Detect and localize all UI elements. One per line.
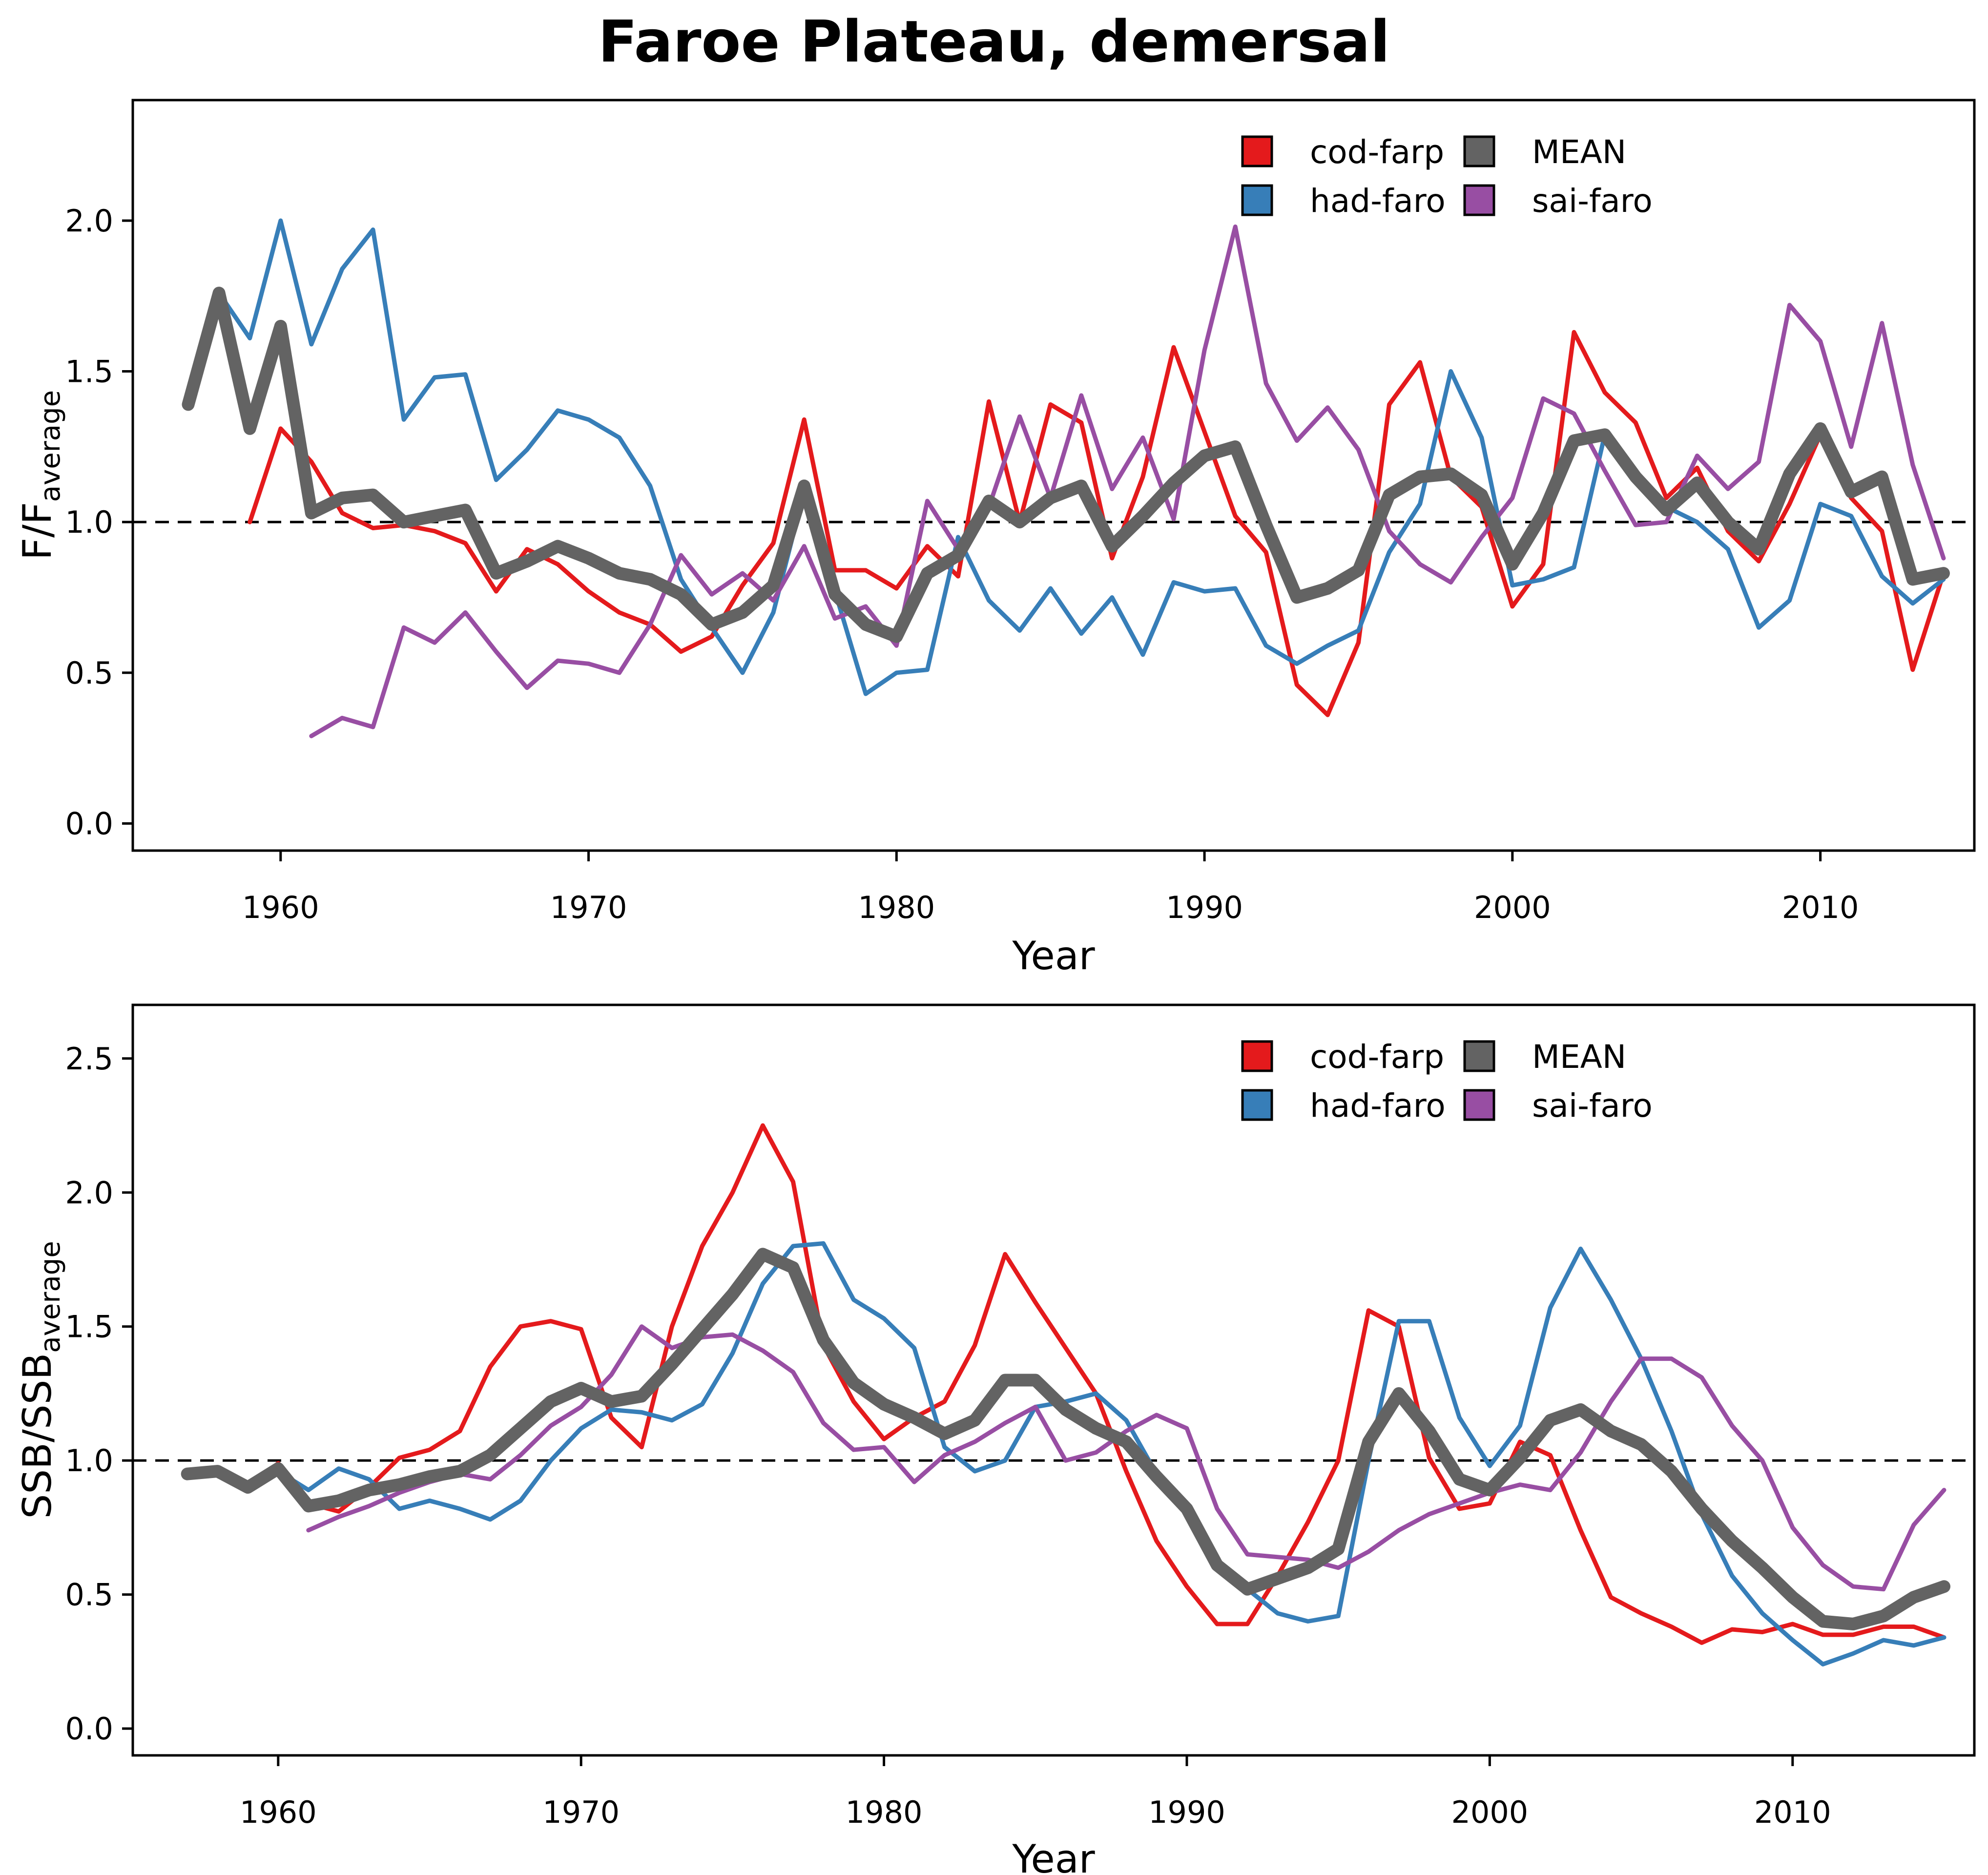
legend-label-sai-faro: sai-faro bbox=[1532, 182, 1653, 220]
x-tick-label: 1970 bbox=[550, 890, 627, 925]
legend-label-sai-faro: sai-faro bbox=[1532, 1087, 1653, 1125]
legend-label-cod-farp: cod-farp bbox=[1310, 133, 1444, 171]
x-tick-label: 2010 bbox=[1754, 1794, 1831, 1830]
y-tick-label: 2.0 bbox=[65, 1175, 113, 1210]
series-line-had-faro bbox=[186, 218, 1946, 696]
x-tick-label: 1990 bbox=[1166, 890, 1243, 925]
y-tick-label: 0.0 bbox=[65, 1711, 113, 1747]
y-tick-label: 1.0 bbox=[65, 1443, 113, 1479]
f-panel: 0.0 0.5 1.0 1.5 2.0 1960 1970 1980 1990 2000 2010 Y… bbox=[15, 99, 1976, 979]
y-tick-label: 1.0 bbox=[65, 504, 113, 540]
y-tick-label: 0.5 bbox=[65, 655, 113, 691]
x-tick-label: 2000 bbox=[1451, 1794, 1528, 1830]
legend-swatch-had-faro bbox=[1241, 184, 1273, 216]
chart-title: Faroe Plateau, demersal bbox=[598, 8, 1390, 75]
legend-label-cod-farp: cod-farp bbox=[1310, 1038, 1444, 1076]
legend: cod-farp had-faro MEAN sai-faro bbox=[1241, 133, 1653, 220]
legend-swatch-cod-farp bbox=[1241, 1040, 1273, 1072]
series-line-mean bbox=[181, 1248, 1950, 1630]
series-line-cod-farp bbox=[185, 1123, 1947, 1645]
series-line-sai-faro bbox=[306, 1324, 1947, 1592]
x-axis-title: Year bbox=[1012, 933, 1095, 979]
legend-swatch-sai-faro bbox=[1463, 184, 1495, 216]
legend-swatch-mean bbox=[1463, 1040, 1495, 1072]
x-tick-label: 1960 bbox=[242, 890, 319, 925]
x-tick-label: 1970 bbox=[542, 1794, 620, 1830]
y-axis-title-main: SSB/SSB bbox=[15, 1353, 60, 1519]
x-tick-label: 2000 bbox=[1474, 890, 1551, 925]
x-axis-title: Year bbox=[1012, 1836, 1095, 1875]
y-tick-label: 2.5 bbox=[65, 1041, 113, 1077]
x-tick-label: 1980 bbox=[858, 890, 935, 925]
legend-swatch-sai-faro bbox=[1463, 1089, 1495, 1121]
x-tick-label: 1990 bbox=[1148, 1794, 1225, 1830]
legend-label-mean: MEAN bbox=[1532, 1038, 1626, 1076]
x-tick-label: 1960 bbox=[240, 1794, 317, 1830]
legend-swatch-cod-farp bbox=[1241, 135, 1273, 167]
y-tick-label: 1.5 bbox=[65, 354, 113, 390]
y-tick-label: 1.5 bbox=[65, 1309, 113, 1345]
y-tick-label: 2.0 bbox=[65, 203, 113, 239]
x-tick-label: 1980 bbox=[846, 1794, 923, 1830]
legend-swatch-mean bbox=[1463, 135, 1495, 167]
legend-label-had-faro: had-faro bbox=[1310, 1087, 1446, 1125]
y-axis-title-subscript: average bbox=[35, 390, 66, 502]
y-tick-label: 0.0 bbox=[65, 806, 113, 841]
y-axis-title: SSB/SSBaverage bbox=[15, 1241, 66, 1519]
y-axis-title-main: F/F bbox=[15, 502, 60, 560]
plot-frame bbox=[131, 1003, 1976, 1757]
y-tick-label: 0.5 bbox=[65, 1577, 113, 1613]
ssb-panel: 0.0 0.5 1.0 1.5 2.0 2.5 1960 1970 1980 1990 2000 20… bbox=[15, 1003, 1976, 1875]
series-line-mean bbox=[182, 287, 1950, 643]
legend-swatch-had-faro bbox=[1241, 1089, 1273, 1121]
y-axis-title: F/Faverage bbox=[15, 390, 66, 560]
legend: cod-farp had-faro MEAN sai-faro bbox=[1241, 1038, 1653, 1125]
x-tick-label: 2010 bbox=[1782, 890, 1859, 925]
plot-frame bbox=[131, 99, 1976, 852]
legend-label-had-faro: had-faro bbox=[1310, 182, 1446, 220]
series-line-had-faro bbox=[185, 1241, 1947, 1667]
y-axis-title-subscript: average bbox=[35, 1241, 66, 1353]
legend-label-mean: MEAN bbox=[1532, 133, 1626, 171]
